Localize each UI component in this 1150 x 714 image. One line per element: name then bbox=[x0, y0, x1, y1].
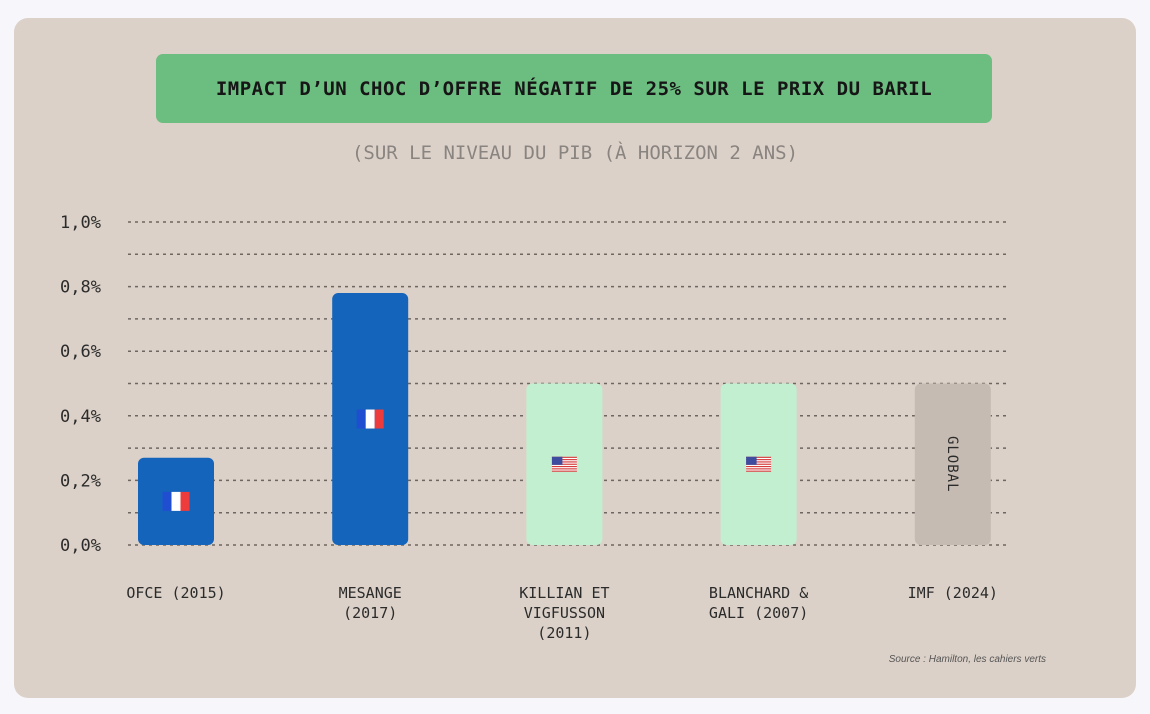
usa-flag-icon bbox=[746, 456, 772, 472]
bar-label: GLOBAL bbox=[944, 436, 960, 493]
x-category-label: BLANCHARD & bbox=[709, 584, 808, 602]
bar-chart: 0,0% 0,2% 0,4% 0,6% 0,8% 1,0% OFCE (2015) MESAN… bbox=[60, 213, 1008, 642]
chart-subtitle: (SUR LE NIVEAU DU PIB (À HORIZON 2 ANS) bbox=[351, 142, 799, 164]
y-tick-label: 0,4% bbox=[60, 407, 101, 427]
bar bbox=[914, 383, 991, 545]
france-flag-icon bbox=[356, 409, 384, 429]
source-note: Source : Hamilton, les cahiers verts bbox=[888, 654, 1046, 665]
x-category-label: (2011) bbox=[537, 624, 591, 642]
x-category-label: GALI (2007) bbox=[709, 604, 808, 622]
y-tick-label: 0,8% bbox=[60, 278, 101, 298]
y-tick-label: 0,2% bbox=[60, 471, 101, 491]
france-flag-icon bbox=[162, 491, 190, 511]
x-category-label: MESANGE bbox=[339, 584, 402, 602]
x-category-label: (2017) bbox=[343, 604, 397, 622]
y-tick-label: 1,0% bbox=[60, 213, 101, 233]
x-category-label: OFCE (2015) bbox=[126, 584, 225, 602]
y-tick-label: 0,0% bbox=[60, 536, 101, 556]
x-category-label: KILLIAN ET bbox=[519, 584, 609, 602]
chart-title: IMPACT D’UN CHOC D’OFFRE NÉGATIF DE 25% … bbox=[156, 54, 992, 123]
x-category-label: IMF (2024) bbox=[908, 584, 998, 602]
usa-flag-icon bbox=[551, 456, 577, 472]
chart-card: IMPACT D’UN CHOC D’OFFRE NÉGATIF DE 25% … bbox=[14, 18, 1136, 698]
x-category-label: VIGFUSSON bbox=[524, 604, 605, 622]
y-tick-label: 0,6% bbox=[60, 342, 101, 362]
